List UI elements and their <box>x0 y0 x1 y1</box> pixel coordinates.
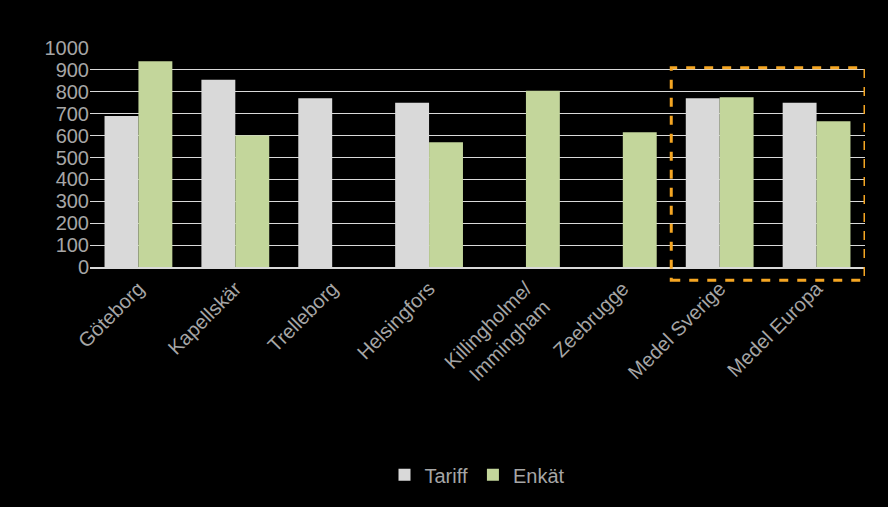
svg-text:1000: 1000 <box>45 37 90 59</box>
svg-text:Killingholme/Immingham: Killingholme/Immingham <box>440 277 554 391</box>
svg-text:500: 500 <box>56 147 89 169</box>
svg-text:300: 300 <box>56 190 89 212</box>
svg-text:900: 900 <box>56 59 89 81</box>
svg-text:Tariff: Tariff <box>425 465 468 487</box>
svg-text:700: 700 <box>56 103 89 125</box>
svg-text:Enkät: Enkät <box>513 465 565 487</box>
svg-text:Göteborg: Göteborg <box>74 277 149 352</box>
svg-text:400: 400 <box>56 168 89 190</box>
svg-text:Kapellskär: Kapellskär <box>164 277 246 359</box>
svg-text:Trelleborg: Trelleborg <box>263 277 342 356</box>
svg-text:100: 100 <box>56 234 89 256</box>
svg-text:Medel Europa: Medel Europa <box>723 277 827 381</box>
svg-text:800: 800 <box>56 81 89 103</box>
svg-text:Helsingfors: Helsingfors <box>353 277 439 363</box>
svg-text:Medel Sverige: Medel Sverige <box>624 277 730 383</box>
svg-text:0: 0 <box>78 256 89 278</box>
svg-text:200: 200 <box>56 212 89 234</box>
svg-text:600: 600 <box>56 125 89 147</box>
svg-text:Zeebrugge: Zeebrugge <box>549 277 633 361</box>
